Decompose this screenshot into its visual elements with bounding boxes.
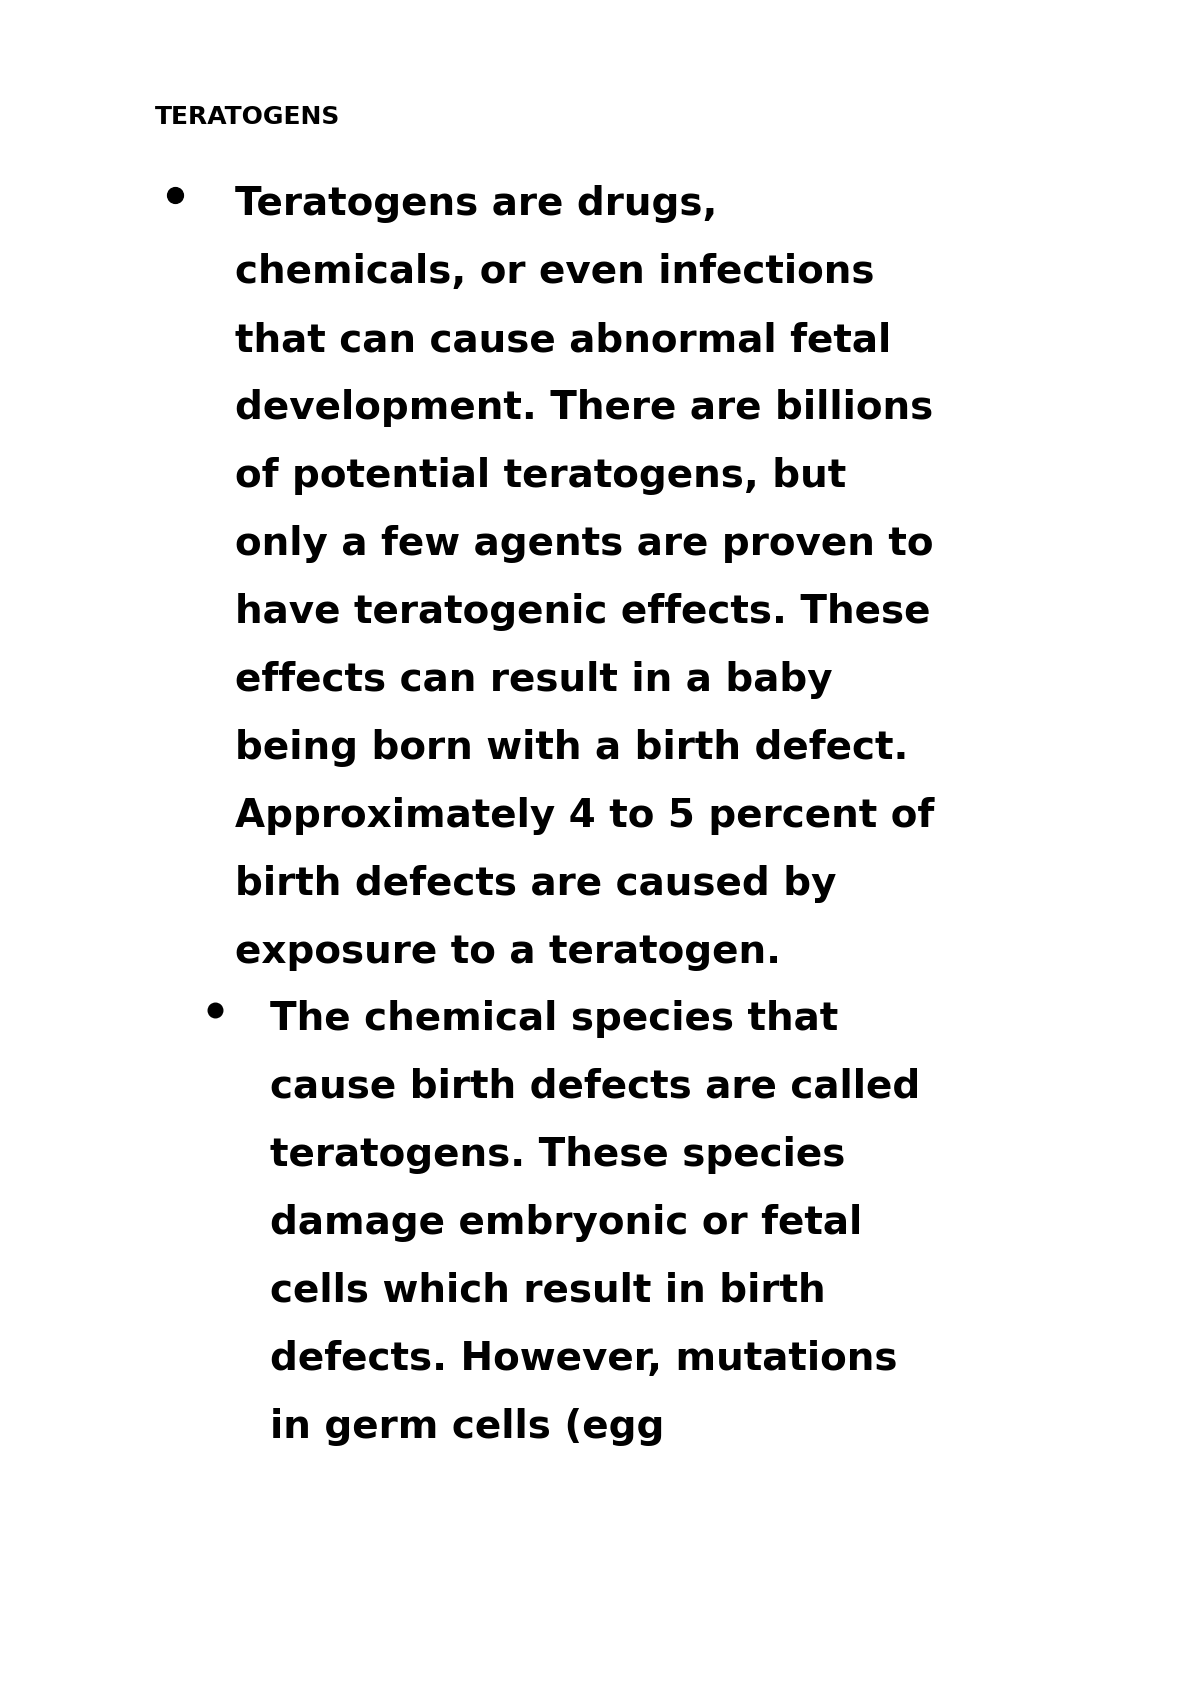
Text: birth defects are caused by: birth defects are caused by (235, 865, 836, 903)
Text: cause birth defects are called: cause birth defects are called (270, 1067, 920, 1106)
Text: chemicals, or even infections: chemicals, or even infections (235, 253, 875, 290)
Text: damage embryonic or fetal: damage embryonic or fetal (270, 1203, 863, 1242)
Text: Teratogens are drugs,: Teratogens are drugs, (235, 185, 718, 222)
Text: development. There are billions: development. There are billions (235, 389, 934, 428)
Text: only a few agents are proven to: only a few agents are proven to (235, 524, 934, 563)
Text: Approximately 4 to 5 percent of: Approximately 4 to 5 percent of (235, 798, 935, 835)
Text: effects can result in a baby: effects can result in a baby (235, 662, 833, 699)
Point (205, 996, 224, 1023)
Text: have teratogenic effects. These: have teratogenic effects. These (235, 592, 930, 631)
Text: teratogens. These species: teratogens. These species (270, 1135, 845, 1174)
Text: cells which result in birth: cells which result in birth (270, 1273, 826, 1310)
Text: being born with a birth defect.: being born with a birth defect. (235, 730, 908, 767)
Text: exposure to a teratogen.: exposure to a teratogen. (235, 933, 781, 971)
Point (166, 182, 185, 209)
Text: defects. However, mutations: defects. However, mutations (270, 1341, 898, 1378)
Text: of potential teratogens, but: of potential teratogens, but (235, 456, 846, 496)
Text: that can cause abnormal fetal: that can cause abnormal fetal (235, 321, 892, 360)
Text: in germ cells (egg: in germ cells (egg (270, 1409, 665, 1446)
Text: The chemical species that: The chemical species that (270, 1000, 839, 1039)
Text: TERATOGENS: TERATOGENS (155, 105, 341, 129)
